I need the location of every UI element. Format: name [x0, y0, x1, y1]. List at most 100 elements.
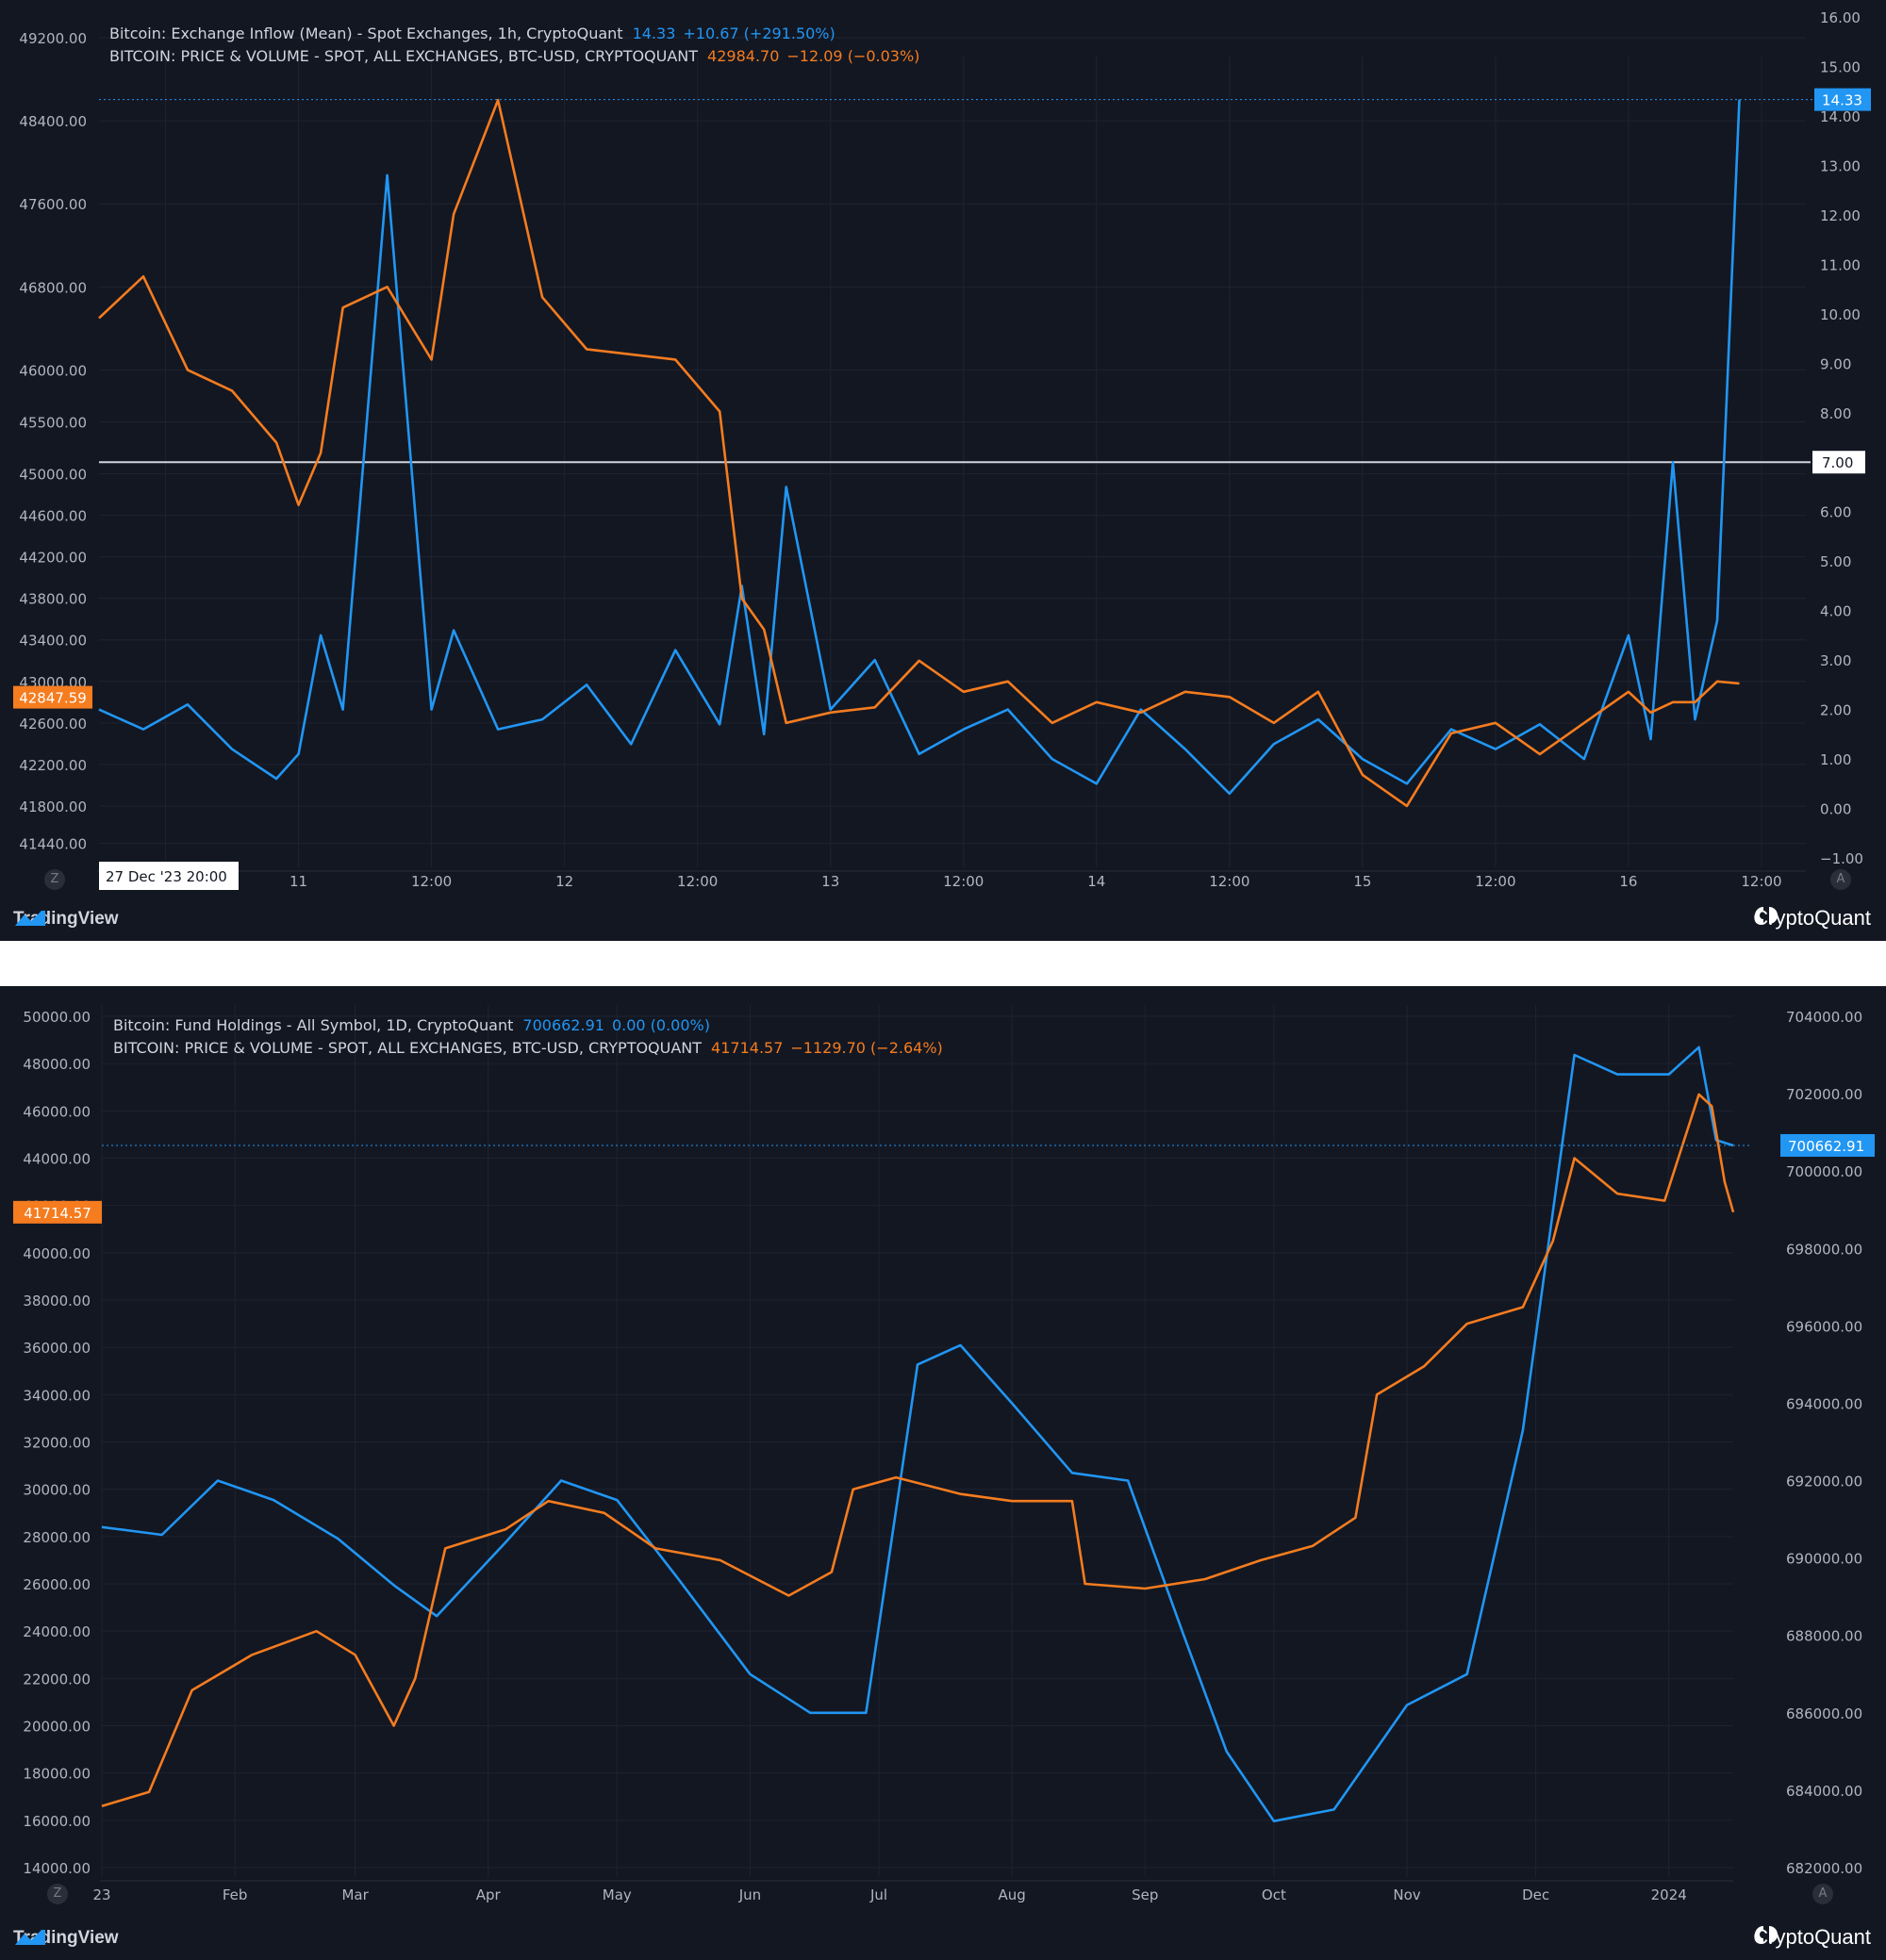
right-axis-tick: 702000.00	[1786, 1086, 1862, 1103]
left-axis-tick: 43400.00	[19, 633, 87, 650]
left-axis-tick: 28000.00	[23, 1529, 91, 1546]
right-axis-tick: 696000.00	[1786, 1318, 1862, 1335]
x-axis-tick: 14	[1087, 873, 1105, 890]
series1-value: 14.33	[632, 25, 676, 42]
x-axis-tick: 12:00	[1741, 873, 1781, 890]
tradingview-logo[interactable]: TradingView	[13, 1926, 119, 1951]
right-axis-tick: 16.00	[1820, 9, 1861, 26]
right-axis-tick: 0.00	[1820, 801, 1851, 818]
cryptoquant-logo: CryptoQuant	[1753, 905, 1871, 931]
left-axis-tick: 38000.00	[23, 1293, 91, 1309]
x-axis-tick: 12	[555, 873, 573, 890]
right-axis-tick: 5.00	[1820, 553, 1851, 570]
x-axis-tick: May	[603, 1886, 632, 1903]
left-axis-tick: 46000.00	[23, 1103, 91, 1120]
right-axis-tick: 4.00	[1820, 603, 1851, 620]
cryptoquant-icon	[1755, 907, 1778, 924]
auto-scale-left-toggle[interactable]: Z	[44, 869, 65, 890]
right-axis-tick: 686000.00	[1786, 1705, 1862, 1722]
x-axis-tick: 2024	[1651, 1886, 1687, 1903]
cryptoquant-logo: CryptoQuant	[1753, 1924, 1871, 1951]
left-axis-tick: 46800.00	[19, 279, 87, 296]
left-axis-tick: 41440.00	[19, 836, 87, 853]
left-axis-tick: 41800.00	[19, 799, 87, 815]
header-line-2: BITCOIN: PRICE & VOLUME - SPOT, ALL EXCH…	[109, 45, 919, 68]
footer: TradingView CryptoQuant	[0, 1915, 1886, 1960]
price-badge-text: 41714.57	[24, 1205, 91, 1222]
x-axis-tick: Jul	[869, 1886, 887, 1903]
left-axis-tick: 20000.00	[23, 1719, 91, 1736]
auto-scale-right-toggle[interactable]: A	[1830, 869, 1851, 890]
series2-title: BITCOIN: PRICE & VOLUME - SPOT, ALL EXCH…	[113, 1039, 703, 1057]
right-axis-tick: 694000.00	[1786, 1395, 1862, 1412]
right-axis-tick: 8.00	[1820, 405, 1851, 422]
right-axis-tick: −1.00	[1820, 850, 1863, 867]
x-axis-tick: Oct	[1262, 1886, 1286, 1903]
series2-change: −12.09 (−0.03%)	[786, 47, 920, 65]
left-axis-tick: 42200.00	[19, 757, 87, 774]
left-axis-tick: 48400.00	[19, 113, 87, 130]
right-axis-tick: 11.00	[1820, 256, 1861, 273]
x-axis-tick: Sep	[1132, 1886, 1158, 1903]
left-axis-tick: 42600.00	[19, 716, 87, 733]
left-axis-tick: 16000.00	[23, 1813, 91, 1830]
fund-holdings-chart[interactable]: 50000.0048000.0046000.0044000.0042000.00…	[0, 986, 1886, 1915]
last-value-badge	[1780, 1133, 1875, 1157]
right-axis-tick: 2.00	[1820, 702, 1851, 719]
x-axis-tick: 12:00	[943, 873, 984, 890]
left-axis-tick: 14000.00	[23, 1860, 91, 1877]
orange-price-line	[101, 1093, 1735, 1808]
tradingview-icon	[15, 911, 45, 926]
x-axis-tick: Nov	[1393, 1886, 1420, 1903]
right-axis-tick: 1.00	[1820, 751, 1851, 768]
right-axis-tick: 704000.00	[1786, 1009, 1862, 1026]
horizontal-level-badge	[1812, 451, 1865, 474]
right-axis-tick: 700000.00	[1786, 1163, 1862, 1180]
tradingview-logo[interactable]: TradingView	[13, 907, 119, 931]
auto-scale-right-toggle[interactable]: A	[1812, 1884, 1833, 1904]
cryptoquant-icon	[1755, 1926, 1778, 1943]
left-axis-tick: 50000.00	[23, 1009, 91, 1026]
x-axis-tick: Dec	[1522, 1886, 1549, 1903]
x-axis-tick: 12:00	[1209, 873, 1249, 890]
header-line-1: Bitcoin: Exchange Inflow (Mean) - Spot E…	[109, 23, 835, 45]
series2-value: 41714.57	[711, 1039, 784, 1057]
right-axis-tick: 10.00	[1820, 306, 1861, 323]
last-value-badge	[1814, 88, 1871, 111]
last-value-text: 700662.91	[1788, 1138, 1864, 1155]
x-axis-tick: 12:00	[677, 873, 718, 890]
x-axis-tick: 13	[821, 873, 839, 890]
series2-change: −1129.70 (−2.64%)	[790, 1039, 943, 1057]
fund-holdings-chart-panel: 50000.0048000.0046000.0044000.0042000.00…	[0, 986, 1886, 1960]
last-value-text: 14.33	[1822, 92, 1862, 109]
left-axis-tick: 46000.00	[19, 362, 87, 379]
x-axis-tick: Feb	[223, 1886, 248, 1903]
left-axis-tick: 26000.00	[23, 1576, 91, 1593]
left-axis-tick: 47600.00	[19, 196, 87, 213]
left-axis-tick: 36000.00	[23, 1340, 91, 1357]
orange-price-line	[98, 98, 1740, 808]
price-badge	[13, 685, 92, 709]
right-axis-tick: 692000.00	[1786, 1474, 1862, 1491]
series1-change: 0.00 (0.00%)	[611, 1016, 710, 1034]
x-axis-tick: Aug	[999, 1886, 1026, 1903]
right-axis-tick: 13.00	[1820, 157, 1861, 174]
x-axis-tick: 23	[92, 1886, 110, 1903]
left-axis-tick: 30000.00	[23, 1482, 91, 1499]
auto-scale-left-toggle[interactable]: Z	[47, 1884, 68, 1904]
x-axis-tick: 12:00	[1475, 873, 1515, 890]
right-axis-tick: 9.00	[1820, 355, 1851, 372]
series2-title: BITCOIN: PRICE & VOLUME - SPOT, ALL EXCH…	[109, 47, 699, 65]
crosshair-time-text: 27 Dec '23 20:00	[106, 868, 227, 885]
right-axis-tick: 682000.00	[1786, 1860, 1862, 1877]
tradingview-icon	[15, 1930, 45, 1945]
left-axis-tick: 45000.00	[19, 467, 87, 484]
header-line-2: BITCOIN: PRICE & VOLUME - SPOT, ALL EXCH…	[113, 1037, 943, 1060]
left-axis-tick: 32000.00	[23, 1435, 91, 1452]
left-axis-tick: 22000.00	[23, 1671, 91, 1688]
blue-series-line	[101, 1046, 1734, 1823]
x-axis-tick: 15	[1353, 873, 1371, 890]
exchange-inflow-chart[interactable]: 49200.00 48400.00 47600.00 46800.00 46000.00…	[0, 0, 1886, 896]
crosshair-time-badge	[99, 862, 239, 890]
x-axis-tick: 11	[290, 873, 307, 890]
